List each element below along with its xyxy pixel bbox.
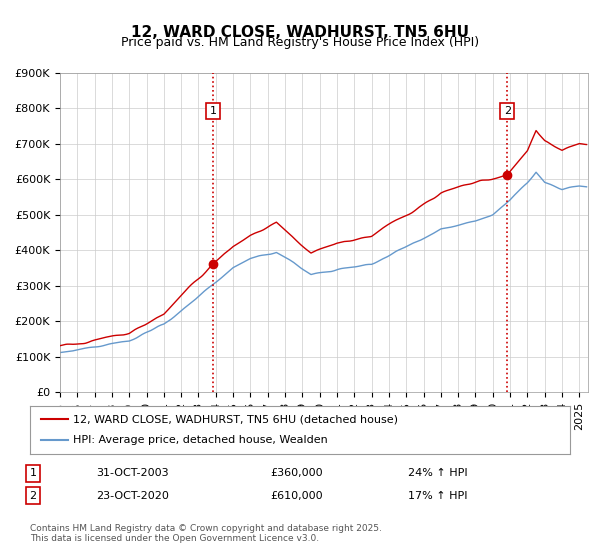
Text: 17% ↑ HPI: 17% ↑ HPI: [408, 491, 467, 501]
Text: 1: 1: [209, 106, 217, 116]
Text: HPI: Average price, detached house, Wealden: HPI: Average price, detached house, Weal…: [73, 435, 328, 445]
Text: £610,000: £610,000: [270, 491, 323, 501]
Text: 2: 2: [503, 106, 511, 116]
Text: 2: 2: [29, 491, 37, 501]
Text: 31-OCT-2003: 31-OCT-2003: [96, 468, 169, 478]
Text: Price paid vs. HM Land Registry's House Price Index (HPI): Price paid vs. HM Land Registry's House …: [121, 36, 479, 49]
Text: 23-OCT-2020: 23-OCT-2020: [96, 491, 169, 501]
Text: Contains HM Land Registry data © Crown copyright and database right 2025.
This d: Contains HM Land Registry data © Crown c…: [30, 524, 382, 543]
Text: 24% ↑ HPI: 24% ↑ HPI: [408, 468, 467, 478]
Text: £360,000: £360,000: [270, 468, 323, 478]
Text: 12, WARD CLOSE, WADHURST, TN5 6HU: 12, WARD CLOSE, WADHURST, TN5 6HU: [131, 25, 469, 40]
Text: 1: 1: [29, 468, 37, 478]
Text: 12, WARD CLOSE, WADHURST, TN5 6HU (detached house): 12, WARD CLOSE, WADHURST, TN5 6HU (detac…: [73, 414, 398, 424]
